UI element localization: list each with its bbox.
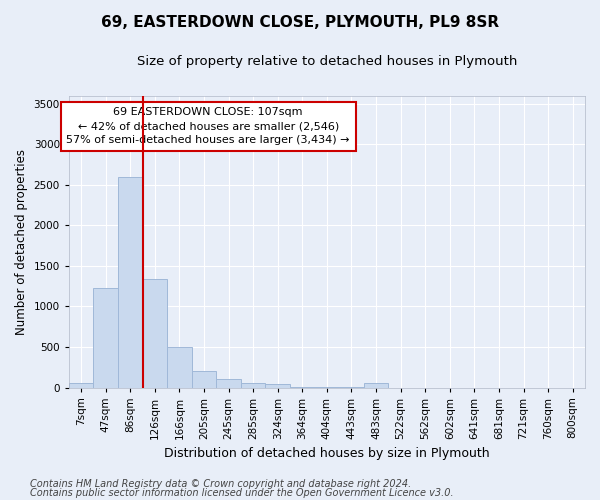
Bar (143, 279, 167, 388)
Bar (241, 383, 265, 388)
Bar (167, 347, 192, 388)
Bar (217, 378, 241, 388)
Title: Size of property relative to detached houses in Plymouth: Size of property relative to detached ho… (137, 55, 517, 68)
Text: 69 EASTERDOWN CLOSE: 107sqm
← 42% of detached houses are smaller (2,546)
57% of : 69 EASTERDOWN CLOSE: 107sqm ← 42% of det… (67, 107, 350, 145)
Text: Contains public sector information licensed under the Open Government Licence v3: Contains public sector information licen… (30, 488, 454, 498)
Bar (94, 288, 118, 388)
Text: 69, EASTERDOWN CLOSE, PLYMOUTH, PL9 8SR: 69, EASTERDOWN CLOSE, PLYMOUTH, PL9 8SR (101, 15, 499, 30)
Bar (192, 372, 217, 388)
Y-axis label: Number of detached properties: Number of detached properties (15, 148, 28, 334)
X-axis label: Distribution of detached houses by size in Plymouth: Distribution of detached houses by size … (164, 447, 490, 460)
Bar (69, 384, 94, 388)
Bar (118, 178, 143, 388)
Bar (364, 384, 388, 388)
Text: Contains HM Land Registry data © Crown copyright and database right 2024.: Contains HM Land Registry data © Crown c… (30, 479, 411, 489)
Bar (265, 384, 290, 388)
